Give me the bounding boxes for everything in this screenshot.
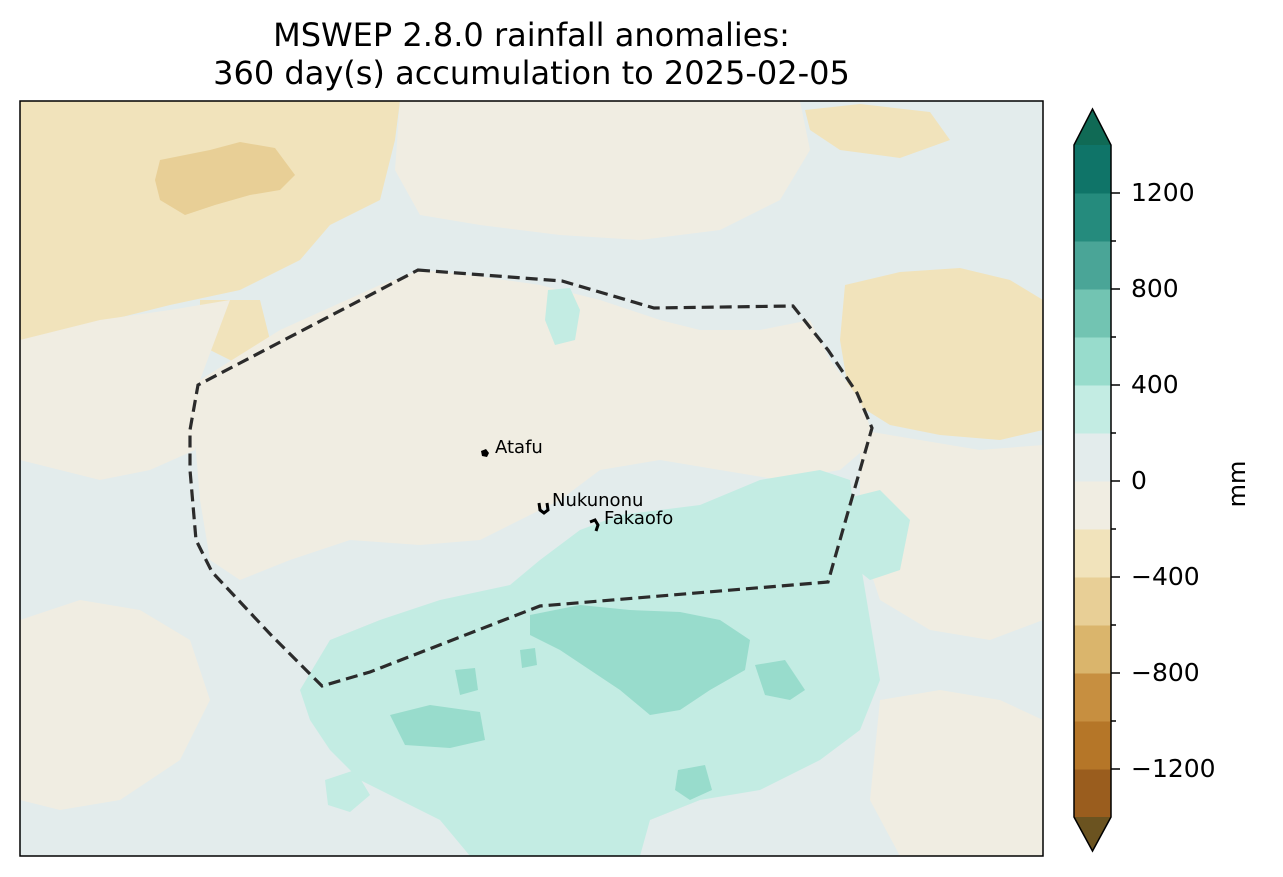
colorbar-tick-label: 800 [1131,274,1179,303]
map-frame [19,100,1044,857]
colorbar-unit-label: mm [1223,460,1251,508]
wet-region-patch-e [755,660,805,700]
fakaofo-island [589,518,600,532]
neutral-region-central [195,270,875,580]
anomaly-field [20,101,1043,856]
colorbar-segment [1074,529,1111,578]
colorbar-segment [1074,241,1111,290]
colorbar-segment [1074,577,1111,626]
wet-region-core [530,605,750,715]
colorbar-segment [1074,721,1111,770]
neutral-region-west [20,300,230,480]
atafu-island [481,449,489,457]
wet-region-southeast [840,490,910,580]
colorbar-segment [1074,193,1111,242]
neutral-region-top-center [395,101,810,240]
colorbar-segment [1074,145,1111,194]
map-title-line-2: 360 day(s) accumulation to 2025-02-05 [213,54,850,92]
map-title-line-1: MSWEP 2.8.0 rainfall anomalies: [273,16,790,54]
place-label-fakaofo: Fakaofo [604,508,674,529]
colorbar-tick-label: −800 [1131,658,1200,687]
colorbar [1073,107,1120,853]
colorbar-tick-label: 400 [1131,370,1179,399]
wet-region-patch-s [675,765,712,800]
dry-region-northeast [840,268,1043,440]
colorbar-extend-high [1074,109,1111,145]
colorbar-segment [1074,337,1111,386]
colorbar-segment [1074,289,1111,338]
dry-region-dark-patch [155,142,295,215]
wet-region-patch-sw [390,705,485,748]
wet-region-southwest-small [325,770,370,812]
colorbar-tick-label: 0 [1131,466,1147,495]
neutral-region-southeast [870,690,1043,856]
colorbar-segment [1074,385,1111,434]
nukunonu-island [537,502,550,515]
colorbar-segment [1074,673,1111,722]
place-label-atafu: Atafu [495,437,543,458]
neutral-region-east [860,430,1043,640]
dry-region-top-right-small [805,104,950,158]
wet-region-patch-mid [455,668,478,695]
eez-boundary [188,268,874,688]
colorbar-tick-label: −1200 [1131,754,1216,783]
colorbar-outline [1073,107,1112,853]
colorbar-tick-label: 1200 [1131,178,1195,207]
colorbar-segment [1074,625,1111,674]
colorbar-segment [1074,481,1111,530]
colorbar-segment [1074,769,1111,818]
neutral-region-southwest [20,600,210,810]
wet-region-north-small [545,288,580,345]
colorbar-tick-label: −400 [1131,562,1200,591]
colorbar-extend-low [1074,817,1111,851]
place-label-nukunonu: Nukunonu [552,490,644,511]
dry-region-northwest [20,101,400,345]
wet-region-patch-small [520,648,537,668]
colorbar-segment [1074,433,1111,482]
